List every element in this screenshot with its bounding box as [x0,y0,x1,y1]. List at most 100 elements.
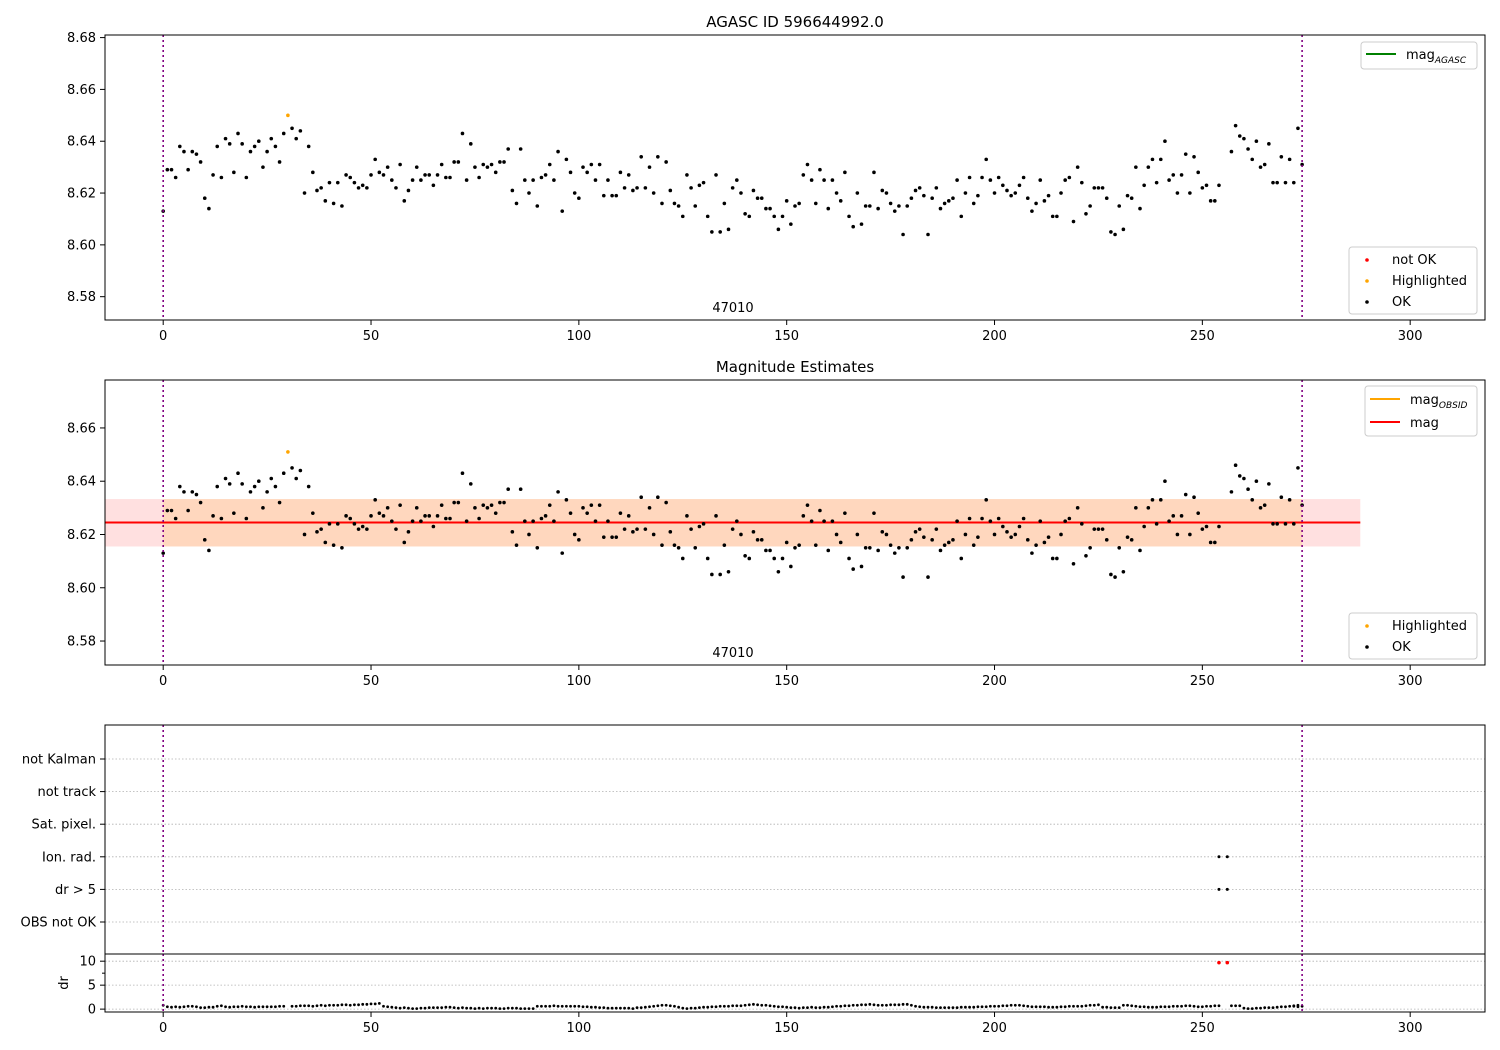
ok-point [830,519,835,523]
ok-point [444,175,448,180]
panel1-ytick-label: 8.62 [67,187,96,202]
ok-point [710,572,714,577]
dr-point [190,1004,194,1008]
flags-points [1217,855,1229,891]
ok-point [431,524,436,529]
ok-point [909,538,914,542]
ok-point [1192,154,1196,159]
ok-point [739,532,743,537]
ok-point [365,527,369,531]
ok-point [219,175,224,180]
dr-point [1080,1004,1084,1008]
dr-xtick-label: 50 [363,1021,380,1036]
dr-point [398,1006,402,1010]
ok-point [917,527,922,531]
ok-point [1267,142,1271,146]
dr-point [610,1006,614,1010]
ok-point [776,569,781,574]
ok-point [980,175,984,180]
ok-point [323,199,328,203]
ok-point [1063,519,1067,523]
dr-point [269,1005,273,1009]
dr-point [810,1005,814,1009]
panel2-ytick-label: 8.62 [67,528,96,543]
ok-point [834,191,839,195]
ok-point [909,196,914,201]
ok-point [1050,556,1055,561]
ok-point [714,173,718,177]
ok-point [593,178,598,182]
dr-ytick-label: 10 [79,955,96,970]
dr-point [864,1003,868,1007]
ok-point [419,519,423,523]
ok-point [693,546,698,550]
ok-point [390,519,394,523]
dr-point [1288,1004,1292,1008]
ok-point [1217,183,1221,188]
dr-point [1026,1004,1030,1008]
ok-point [1291,522,1296,526]
dr-point [1063,1005,1067,1009]
ok-point [1158,157,1163,162]
dr-point [860,1003,863,1007]
ok-point [523,519,527,523]
ok-point [789,222,793,226]
ok-point [1183,152,1188,156]
ok-point [394,186,398,190]
legend-mag-agasc-label: magAGASC [1406,48,1467,66]
dr-outlier-point [1225,960,1230,965]
ok-point [227,482,232,486]
ok-point [1233,123,1238,128]
ok-point [439,503,444,507]
dr-point [614,1006,618,1010]
ok-point [1009,535,1013,539]
ok-point [568,170,573,175]
dr-point [968,1005,971,1009]
ok-point [1150,498,1155,502]
dr-point [427,1006,431,1010]
ok-point [967,175,972,180]
dr-point [768,1004,772,1008]
ok-point [439,162,444,167]
ok-point [768,548,772,553]
panel1-ytick-label: 8.66 [67,83,96,98]
ok-point [1001,183,1005,188]
dr-point [1022,1004,1026,1008]
ok-point [793,204,797,208]
dr-point [1113,1006,1117,1010]
dr-point [885,1003,888,1007]
ok-point [493,511,498,515]
ok-point [572,532,577,537]
dr-point [1246,1007,1250,1011]
dr-point [236,1005,240,1009]
dr-point [174,1005,178,1009]
dr-point [789,1006,793,1010]
ok-point [502,500,506,505]
ok-point [963,532,968,537]
dr-point [660,1003,664,1007]
ok-point [431,183,436,188]
ok-point [1188,191,1192,195]
dr-point [386,1005,390,1009]
flag-point [1217,887,1221,891]
ok-point [1113,575,1117,579]
ok-point [527,191,531,195]
dr-point [943,1006,947,1010]
dr-point [219,1004,223,1008]
panel1-xtick-label: 200 [982,329,1007,344]
panel2-xtick-label: 150 [774,674,799,689]
dr-point [1092,1003,1096,1007]
ok-point [601,535,606,539]
dr-point [914,1004,917,1008]
dr-point [486,1006,489,1010]
dr-point [560,1004,564,1008]
ok-point [676,204,681,208]
dr-point [1051,1005,1055,1009]
ok-point [1275,522,1279,526]
ok-point [564,157,569,162]
ok-point [335,180,340,185]
ok-point [344,173,348,177]
ok-point [581,506,585,510]
dr-point [905,1002,909,1006]
dr-point [677,1005,681,1009]
